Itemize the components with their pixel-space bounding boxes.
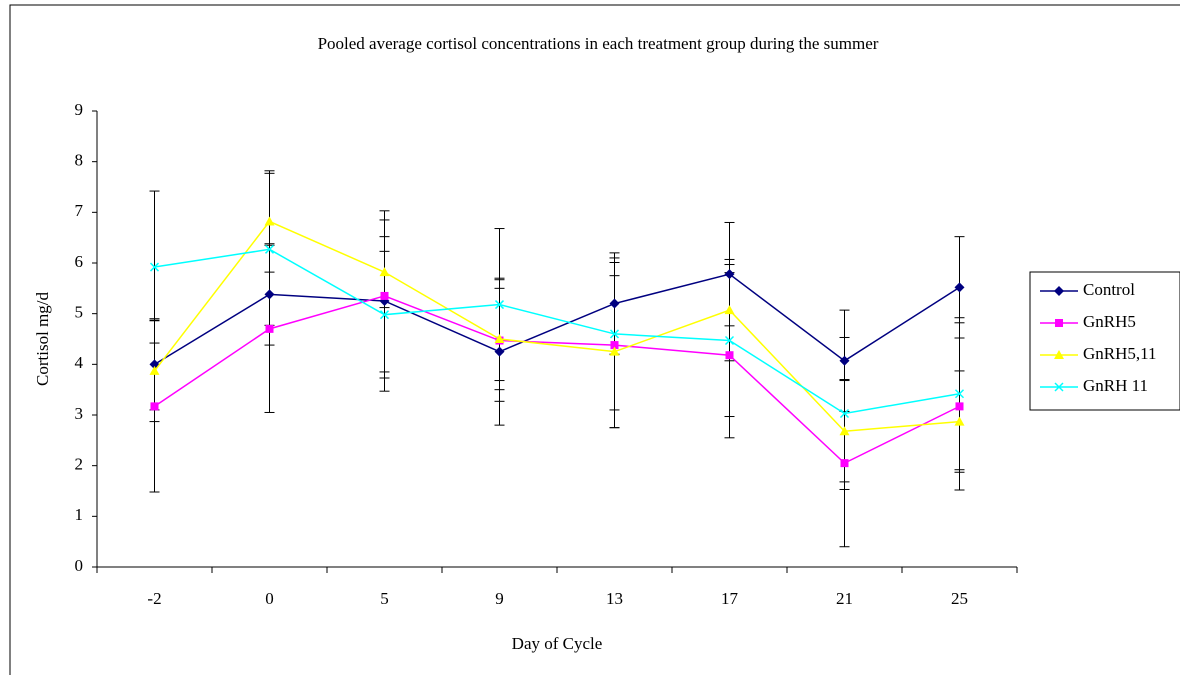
y-tick-label: 2 bbox=[75, 455, 84, 474]
y-tick-label: 8 bbox=[75, 151, 84, 170]
x-tick-label: 17 bbox=[721, 589, 739, 608]
marker bbox=[149, 262, 160, 272]
series-line bbox=[154, 273, 960, 365]
marker bbox=[494, 334, 505, 343]
legend-label: GnRH5,11 bbox=[1083, 344, 1157, 363]
y-tick-label: 5 bbox=[75, 303, 84, 322]
series-line bbox=[153, 220, 960, 432]
y-axis-label: Cortisol mg/d bbox=[33, 292, 52, 386]
x-tick-label: 9 bbox=[495, 589, 504, 608]
marker bbox=[954, 282, 965, 293]
y-tick-label: 4 bbox=[75, 353, 84, 372]
marker bbox=[610, 341, 619, 350]
legend-label: GnRH 11 bbox=[1083, 376, 1148, 395]
series-line bbox=[154, 295, 960, 465]
marker bbox=[839, 426, 850, 436]
marker bbox=[150, 402, 159, 411]
marker bbox=[955, 402, 964, 411]
marker bbox=[954, 389, 965, 399]
marker bbox=[724, 269, 735, 280]
x-tick-label: 0 bbox=[265, 589, 274, 608]
chart-title: Pooled average cortisol concentrations i… bbox=[318, 34, 879, 53]
x-tick-label: -2 bbox=[147, 589, 161, 608]
marker bbox=[1054, 382, 1064, 392]
marker bbox=[1055, 319, 1063, 327]
marker bbox=[724, 305, 735, 315]
marker bbox=[149, 365, 160, 375]
marker bbox=[609, 329, 620, 339]
marker bbox=[725, 351, 734, 360]
y-tick-label: 9 bbox=[75, 100, 84, 119]
x-axis-label: Day of Cycle bbox=[512, 634, 603, 653]
marker bbox=[839, 355, 850, 366]
marker bbox=[840, 459, 849, 468]
marker bbox=[265, 324, 274, 333]
legend-label: GnRH5 bbox=[1083, 312, 1136, 331]
marker bbox=[380, 291, 389, 300]
marker bbox=[609, 346, 620, 356]
y-tick-label: 0 bbox=[75, 556, 84, 575]
marker bbox=[1054, 286, 1064, 296]
y-tick-label: 3 bbox=[75, 404, 84, 423]
marker bbox=[494, 300, 505, 310]
marker bbox=[264, 216, 275, 226]
y-tick-label: 1 bbox=[75, 505, 84, 524]
marker bbox=[494, 346, 505, 357]
marker bbox=[379, 310, 390, 320]
x-tick-label: 21 bbox=[836, 589, 853, 608]
y-tick-label: 6 bbox=[75, 252, 84, 271]
marker bbox=[724, 335, 735, 346]
marker bbox=[609, 298, 620, 309]
series-line bbox=[154, 248, 960, 415]
x-tick-label: 13 bbox=[606, 589, 623, 608]
legend-label: Control bbox=[1083, 280, 1135, 299]
chart-frame bbox=[9, 4, 1180, 675]
marker bbox=[954, 416, 965, 426]
y-tick-label: 7 bbox=[75, 201, 84, 220]
marker bbox=[379, 267, 390, 277]
x-tick-label: 25 bbox=[951, 589, 968, 608]
marker bbox=[839, 408, 850, 419]
x-tick-label: 5 bbox=[380, 589, 389, 608]
marker bbox=[1054, 350, 1064, 359]
marker bbox=[264, 289, 275, 300]
marker bbox=[264, 244, 275, 254]
